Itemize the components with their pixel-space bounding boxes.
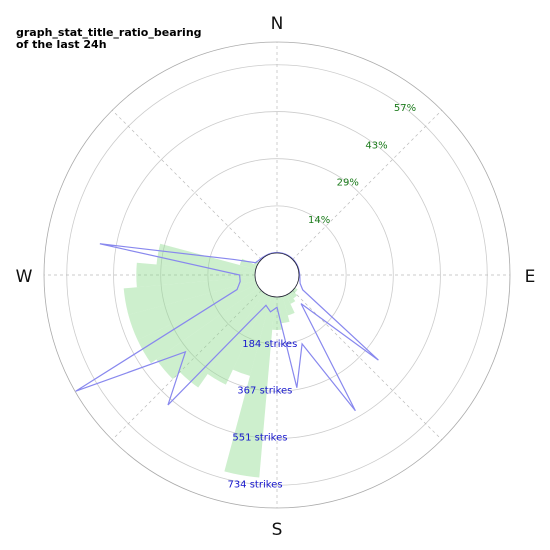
ratio-wedge — [137, 284, 259, 364]
ratio-wedge — [289, 290, 298, 299]
radial-line — [111, 109, 262, 260]
y-tick-label: 14% — [308, 215, 330, 226]
y-tick-label: 29% — [337, 178, 359, 189]
ratio-wedge — [272, 296, 282, 330]
grid-ring — [160, 158, 394, 392]
grid-ring — [113, 111, 441, 439]
ratio-wedge — [292, 287, 298, 293]
ratio-wedge — [156, 287, 262, 380]
center-hole — [254, 252, 300, 298]
chart-subtitle: of the last 24h — [16, 38, 107, 51]
strikes-line — [75, 243, 379, 412]
angle-label: E — [525, 267, 536, 287]
angle-label: W — [16, 267, 33, 287]
ratio-wedge — [156, 243, 256, 274]
ratio-wedge — [128, 280, 258, 341]
ratio-wedge — [123, 276, 256, 315]
ratio-wedge — [136, 262, 256, 288]
angle-label: S — [272, 520, 283, 540]
ratio-wedge — [224, 296, 276, 478]
ratio-wedge — [278, 296, 290, 324]
y-tick-label: 43% — [365, 140, 387, 151]
y2-tick-label: 734 strikes — [227, 479, 282, 490]
radial-line — [292, 109, 443, 260]
ratio-wedge — [207, 293, 268, 385]
radial-line — [111, 290, 262, 441]
y2-tick-label: 184 strikes — [242, 339, 297, 350]
y2-tick-label: 367 strikes — [237, 386, 292, 397]
ratio-wedge — [179, 290, 265, 388]
grid-ring — [207, 205, 347, 345]
y-tick-label: 57% — [394, 103, 416, 114]
y2-tick-label: 551 strikes — [232, 433, 287, 444]
angle-label: N — [271, 14, 284, 34]
ratio-wedge — [232, 294, 272, 376]
chart-title: graph_stat_title_ratio_bearing — [16, 26, 202, 39]
ratio-wedge — [286, 293, 296, 304]
radial-line — [292, 290, 443, 441]
ratio-wedge — [282, 294, 295, 316]
